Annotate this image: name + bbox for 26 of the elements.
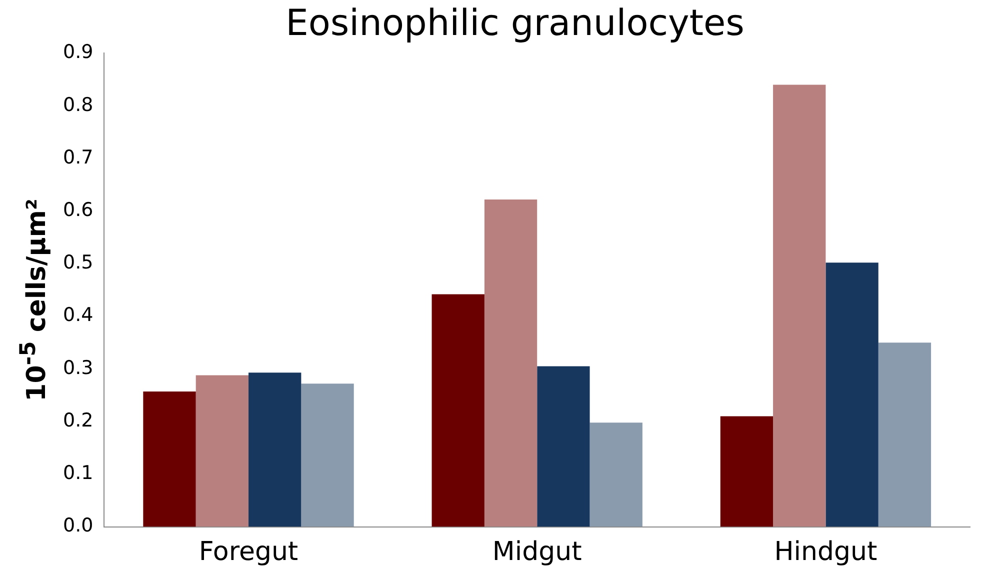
bar [537,366,590,527]
y-tick-label: 0.3 [63,356,94,379]
y-tick-label: 0.7 [63,146,94,168]
x-tick-label: Foregut [198,537,298,568]
y-tick-label: 0.5 [63,252,94,274]
bar [143,392,196,527]
x-tick-label: Hindgut [774,537,878,568]
x-tick-label: Midgut [492,537,582,568]
y-tick-label: 0.8 [63,94,94,116]
y-tick-label: 0.2 [63,409,94,432]
bar [248,372,302,527]
bar [484,199,538,527]
y-tick-label: 0.0 [63,514,94,537]
bar [720,416,774,527]
bar [590,422,642,527]
y-tick-label: 0.9 [63,41,94,64]
bar [301,384,354,527]
y-tick-label: 0.4 [63,304,94,326]
bar [773,84,826,527]
y-tick-label: 0.1 [63,462,94,484]
bar [432,294,484,527]
bar [196,375,249,527]
chart-title: Eosinophilic granulocytes [286,2,744,44]
bar [878,342,932,527]
bar [826,262,878,527]
y-tick-label: 0.6 [63,199,94,222]
